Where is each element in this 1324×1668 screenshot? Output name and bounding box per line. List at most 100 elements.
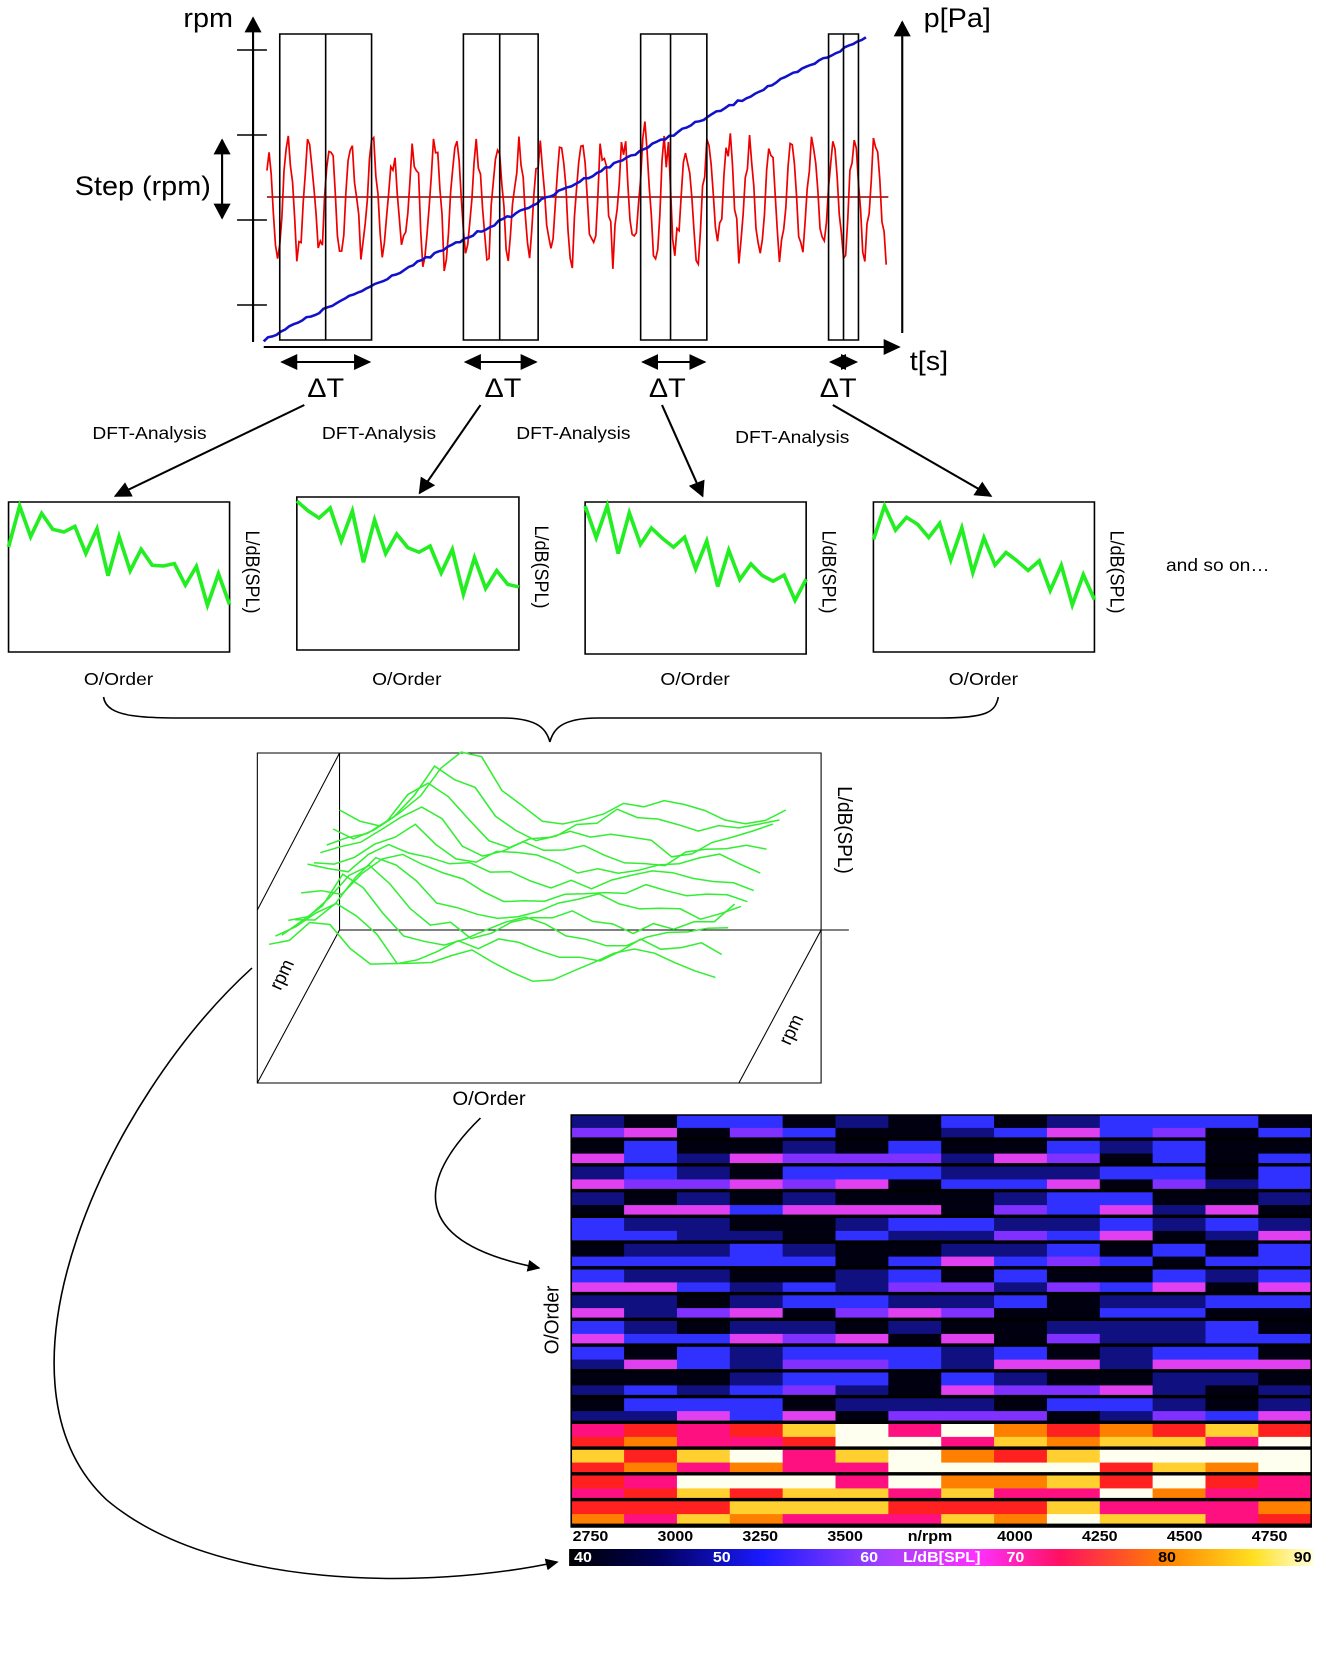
colormap-cell — [571, 1218, 625, 1232]
colormap-cell — [1046, 1179, 1101, 1189]
colormap-cell — [941, 1449, 995, 1464]
colormap-cell — [1046, 1230, 1101, 1241]
colormap-cell — [571, 1462, 625, 1473]
colormap-cell — [941, 1179, 995, 1189]
rpm-signal — [266, 121, 888, 272]
colormap-cell — [835, 1501, 889, 1515]
colormap-cell — [1046, 1321, 1101, 1335]
colormap-cell — [571, 1179, 625, 1189]
colormap-cell — [1258, 1501, 1312, 1515]
colormap-cell — [1046, 1243, 1101, 1258]
arrow — [832, 404, 993, 497]
colormap-cell — [994, 1475, 1048, 1489]
colormap-cell — [994, 1462, 1048, 1473]
colormap-cell — [1258, 1269, 1312, 1283]
colormap-cell — [729, 1218, 784, 1232]
colormap-cell — [994, 1256, 1048, 1267]
colormap-cell — [1046, 1127, 1101, 1138]
colormap-cell — [941, 1243, 995, 1258]
colormap-cell — [1152, 1192, 1207, 1206]
colormap-cell — [941, 1166, 995, 1180]
curve-arrow — [434, 1117, 541, 1272]
x-tick-label: 4000 — [997, 1528, 1033, 1544]
colormap-cell — [1046, 1359, 1101, 1370]
colormap-cell — [835, 1295, 889, 1309]
colormap-cell — [994, 1192, 1048, 1206]
spectrum-y-label: L/dB(SPL) — [1107, 530, 1129, 613]
colormap-cell — [1205, 1449, 1259, 1464]
colormap-cell — [888, 1321, 942, 1335]
colormap-cell — [888, 1372, 942, 1386]
delta-t-label: ΔT — [820, 373, 857, 403]
colormap-cell — [571, 1333, 625, 1344]
colormap-cell — [676, 1333, 731, 1344]
colormap-cell — [1205, 1153, 1259, 1164]
colormap-cell — [835, 1346, 889, 1361]
colormap-cell — [835, 1308, 889, 1318]
colormap-cell — [624, 1179, 678, 1189]
colormap-cell — [571, 1295, 625, 1309]
colormap-cell — [782, 1475, 837, 1489]
window — [639, 33, 708, 341]
colormap-cell — [729, 1359, 784, 1370]
colormap-cell — [729, 1488, 784, 1498]
colormap-cell — [729, 1321, 784, 1335]
colormap-cell — [994, 1115, 1048, 1129]
colormap-cell — [1046, 1449, 1101, 1464]
colormap-cell — [1152, 1205, 1207, 1215]
colormap-cell — [1152, 1475, 1207, 1489]
colormap-cell — [888, 1153, 942, 1164]
colormap-cell — [676, 1501, 731, 1515]
colormap-cell — [676, 1295, 731, 1309]
colormap-cell — [888, 1333, 942, 1344]
colormap-cell — [782, 1488, 837, 1498]
colormap-cell — [1099, 1115, 1154, 1129]
colormap-cell — [676, 1462, 731, 1473]
colormap-cell — [994, 1127, 1048, 1138]
colormap-cell — [835, 1127, 889, 1138]
colormap-cell — [782, 1179, 837, 1189]
brace — [102, 696, 1000, 743]
colormap-cell — [1046, 1398, 1101, 1412]
time-chart — [213, 16, 911, 355]
colormap-cell — [676, 1475, 731, 1489]
colormap-cell — [1205, 1192, 1259, 1206]
waterfall-z-label: L/dB(SPL) — [833, 786, 856, 874]
colormap-cell — [1258, 1475, 1312, 1489]
colormap-cell — [835, 1372, 889, 1386]
colormap-cell — [941, 1359, 995, 1370]
colormap-cell — [676, 1321, 731, 1335]
colormap-cell — [1205, 1475, 1259, 1489]
colormap-cell — [1205, 1282, 1259, 1292]
waterfall-x-label: O/Order — [452, 1089, 526, 1110]
colormap-cell — [994, 1166, 1048, 1180]
colorbar-label: 60 — [860, 1549, 878, 1565]
colormap-cell — [1099, 1127, 1154, 1138]
rpm-right-label: rpm — [774, 1011, 808, 1048]
colormap-cell — [941, 1436, 995, 1447]
colormap-cell — [729, 1140, 784, 1155]
colormap-cell — [941, 1127, 995, 1138]
waterfall-trace — [326, 782, 774, 858]
colormap-cell — [1152, 1256, 1207, 1267]
colormap-cell — [1152, 1153, 1207, 1164]
colormap-cell — [624, 1218, 678, 1232]
colormap-cell — [1258, 1398, 1312, 1412]
colormap-cell — [571, 1385, 625, 1395]
colormap-cell — [729, 1436, 784, 1447]
colormap-cell — [1046, 1385, 1101, 1395]
colormap-cell — [571, 1269, 625, 1283]
colormap-cell — [835, 1385, 889, 1395]
colormap-cell — [1099, 1346, 1154, 1361]
dft-label: DFT-Analysis — [322, 422, 436, 442]
colormap-cell — [1152, 1488, 1207, 1498]
x-tick-label: 3250 — [742, 1528, 778, 1544]
colormap-cell — [888, 1192, 942, 1206]
colormap-cell — [835, 1153, 889, 1164]
colormap-cell — [782, 1192, 837, 1206]
colormap-cell — [835, 1115, 889, 1129]
colormap-cell — [1152, 1411, 1207, 1421]
colormap-cell — [1152, 1179, 1207, 1189]
colormap-cell — [624, 1514, 678, 1524]
colormap-cell — [1258, 1192, 1312, 1206]
